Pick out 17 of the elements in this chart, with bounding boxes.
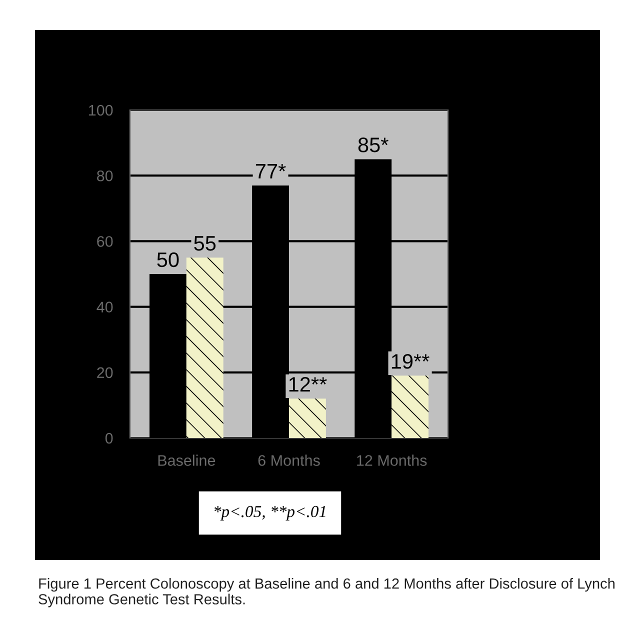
y-tick-label: 80 (97, 170, 113, 182)
y-tick-label: 0 (105, 432, 113, 444)
data-label: 85* (358, 138, 388, 152)
x-tick-label: 6 Months (258, 454, 320, 466)
data-label: 19** (392, 354, 430, 369)
y-tick-label: 60 (97, 236, 113, 247)
data-label: 77* (256, 164, 286, 178)
x-tick-label: Baseline (158, 454, 216, 466)
data-label: 50 (157, 252, 179, 268)
caption: Figure 1 Percent Colonoscopy at Baseline and 6 and 12 Months after Disclosure of Lynch Syndrome Genetic Test Results. (38, 578, 614, 608)
x-tick-label: 12 Months (357, 454, 427, 466)
data-label: 55 (194, 236, 216, 251)
y-tick-label: 40 (96, 302, 113, 312)
text: *p<.05, **p<.01 (214, 506, 326, 521)
data-label: 12** (289, 376, 327, 392)
y-tick-label: 20 (97, 367, 113, 378)
y-tick-label: 100 (89, 104, 113, 116)
